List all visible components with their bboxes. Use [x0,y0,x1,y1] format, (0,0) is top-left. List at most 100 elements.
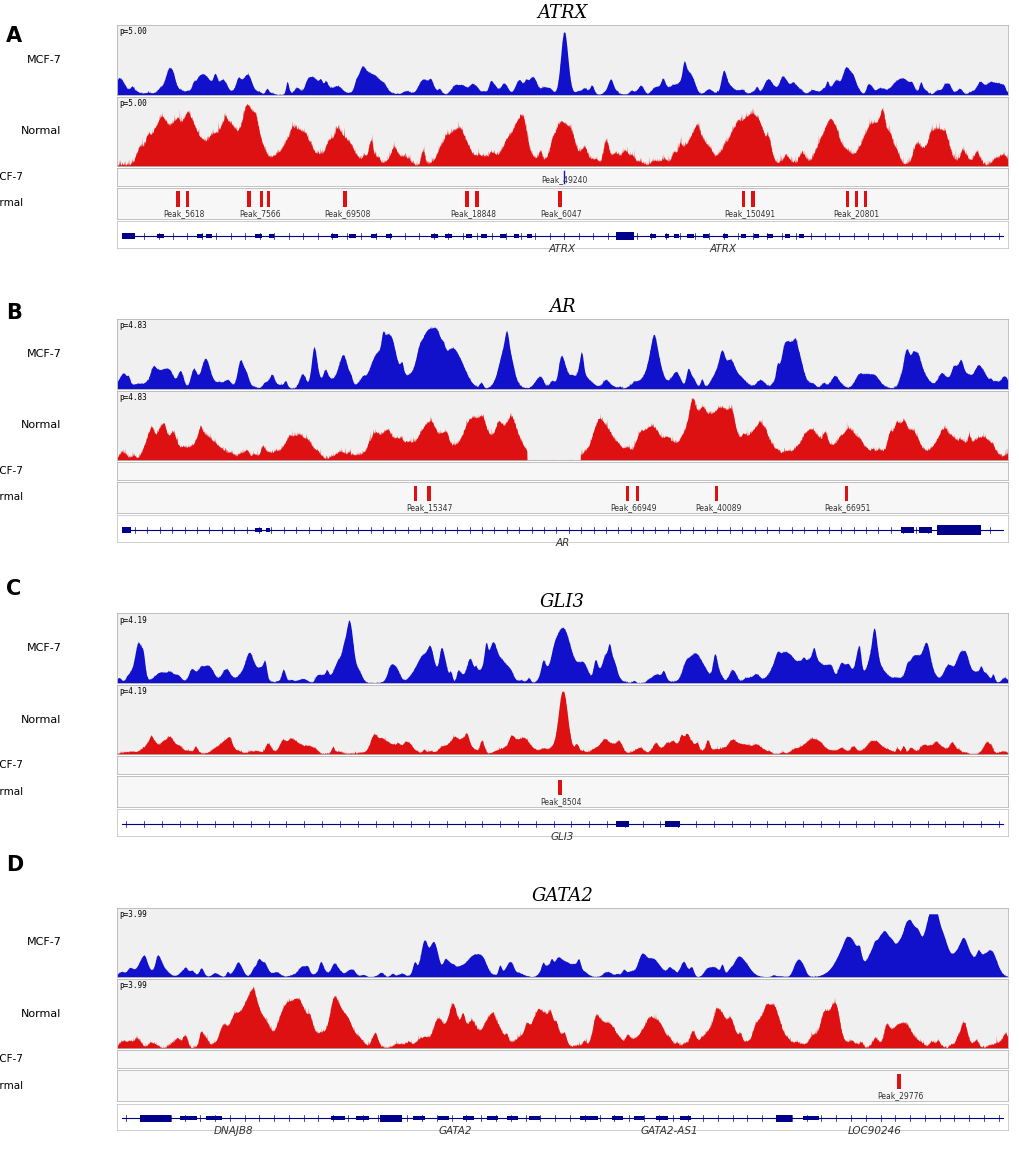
Text: Peak_6047: Peak_6047 [539,209,581,218]
Bar [267,191,270,207]
Bar [935,526,980,535]
Bar [802,1116,818,1120]
Text: GATA2: GATA2 [438,1126,472,1136]
Bar [513,234,519,238]
Y-axis label: Peaks in MCF-7: Peaks in MCF-7 [0,466,22,475]
Text: Peak_66951: Peak_66951 [823,503,870,512]
Text: Peak_18848: Peak_18848 [450,209,496,218]
Bar [611,1116,623,1120]
Y-axis label: Peaks in MCF-7: Peaks in MCF-7 [0,171,22,182]
Bar [615,233,633,241]
Bar [633,1116,644,1120]
Bar [557,191,561,207]
Bar [897,1074,900,1089]
Text: p=4.83: p=4.83 [119,321,147,330]
Bar [140,1115,170,1121]
Bar [121,233,135,239]
Text: Peak_29776: Peak_29776 [877,1091,923,1100]
Bar [775,1115,792,1121]
Bar [844,486,848,502]
Bar [766,234,772,238]
Text: Peak_66949: Peak_66949 [610,503,656,512]
Text: LOC90246: LOC90246 [847,1126,900,1136]
Bar [427,486,430,502]
Bar [486,1116,498,1120]
Bar [702,234,709,238]
Text: Peak_40089: Peak_40089 [695,503,741,512]
Text: p=4.83: p=4.83 [119,392,147,402]
Bar [463,1116,474,1120]
Bar [466,234,471,238]
Bar [198,234,203,238]
Text: p=3.99: p=3.99 [119,981,147,990]
Text: Peak_20801: Peak_20801 [833,209,878,218]
Text: p=3.99: p=3.99 [119,909,147,918]
Text: D: D [6,855,23,875]
Y-axis label: Peaks in normal: Peaks in normal [0,493,22,503]
Y-axis label: Normal: Normal [21,715,62,724]
Bar [386,234,391,238]
Bar [413,1116,424,1120]
Bar [751,191,754,207]
Bar [437,1116,448,1120]
Bar [506,1116,518,1120]
Bar [499,234,505,238]
Bar [475,191,478,207]
Bar [649,234,655,238]
Text: DNAJB8: DNAJB8 [213,1126,253,1136]
Bar [798,234,803,238]
Bar [331,1116,344,1120]
Bar [268,234,274,238]
Text: Peak_8504: Peak_8504 [539,798,581,806]
Bar [356,1116,369,1120]
Text: C: C [6,579,21,599]
Bar [625,486,629,502]
Title: GATA2: GATA2 [531,886,593,905]
Bar [255,234,261,238]
Text: p=5.00: p=5.00 [119,99,147,108]
Bar [845,191,849,207]
Y-axis label: Peaks in MCF-7: Peaks in MCF-7 [0,1054,22,1064]
Bar [480,234,486,238]
Bar [674,234,679,238]
Bar [557,779,561,795]
Text: Peak_69508: Peak_69508 [324,209,370,218]
Text: p=5.00: p=5.00 [119,28,147,37]
Text: AR: AR [554,538,570,548]
Bar [900,527,913,533]
Text: GATA2-AS1: GATA2-AS1 [640,1126,698,1136]
Bar [121,527,130,533]
Text: Peak_7566: Peak_7566 [238,209,280,218]
Y-axis label: Normal: Normal [21,420,62,430]
Bar [430,234,437,238]
Y-axis label: Peaks in MCF-7: Peaks in MCF-7 [0,760,22,770]
Bar [247,191,251,207]
Bar [714,486,717,502]
Text: p=4.19: p=4.19 [119,616,147,625]
Title: GLI3: GLI3 [539,593,585,610]
Text: B: B [6,303,22,322]
Bar [863,191,866,207]
Text: A: A [6,26,22,46]
Bar [206,234,212,238]
Bar [371,234,377,238]
Bar [854,191,857,207]
Text: GLI3: GLI3 [550,832,574,841]
Y-axis label: Peaks in normal: Peaks in normal [0,786,22,796]
Bar [179,1116,198,1120]
Bar [664,234,668,238]
Bar [176,191,179,207]
Y-axis label: Peaks in normal: Peaks in normal [0,1081,22,1091]
Y-axis label: Normal: Normal [21,1008,62,1019]
Bar [260,191,263,207]
Bar [722,234,728,238]
Bar [664,821,680,828]
Bar [444,234,451,238]
Bar [157,234,163,238]
Text: Peak_49240: Peak_49240 [541,175,587,184]
Text: Peak_150491: Peak_150491 [723,209,774,218]
Bar [655,1116,667,1120]
Bar [343,191,346,207]
Bar [465,191,469,207]
Text: ATRX: ATRX [548,244,576,253]
